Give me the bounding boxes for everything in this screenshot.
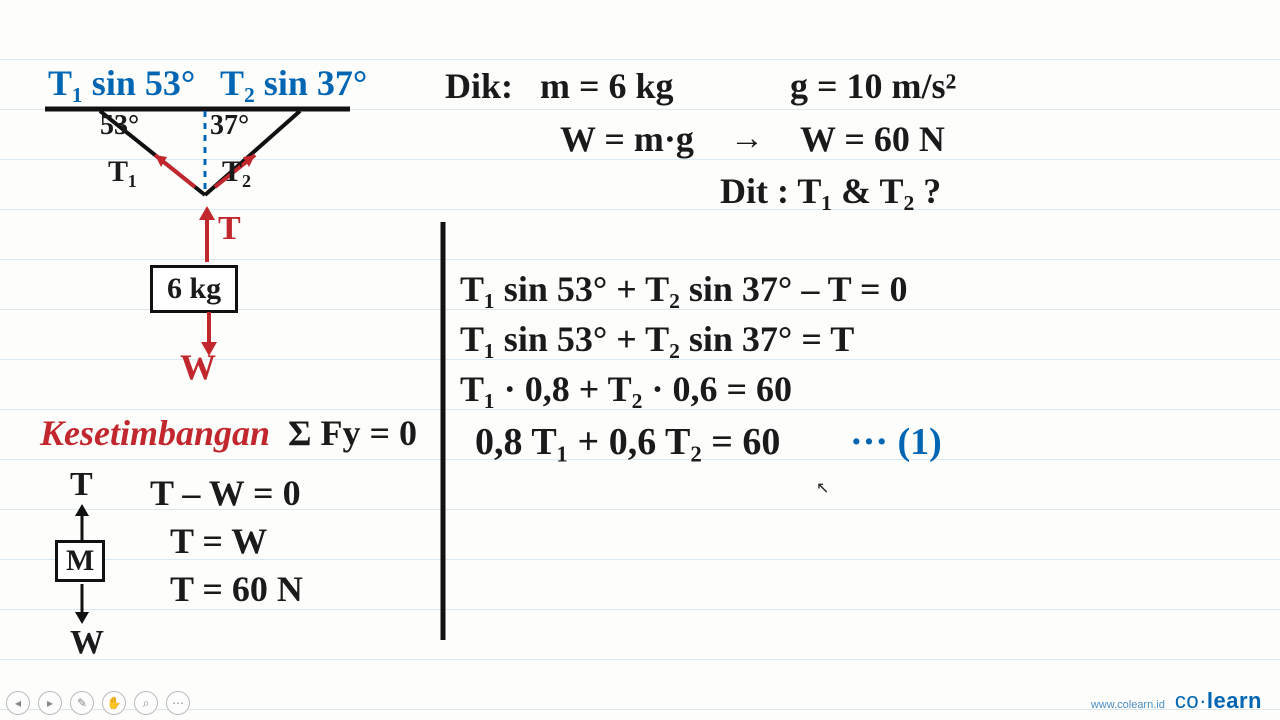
footer-logo-a: co·: [1175, 688, 1207, 713]
angle-53: 53°: [100, 110, 139, 142]
fbd-t: T: [70, 466, 93, 504]
w-formula: W = m·g: [560, 118, 694, 160]
edit-button[interactable]: ✎: [70, 691, 94, 715]
prev-button[interactable]: ◂: [6, 691, 30, 715]
angle-37: 37°: [210, 110, 249, 142]
dik-label: Dik:: [445, 65, 513, 107]
footer-logo: co·learn: [1175, 688, 1262, 714]
eq-line-1: T₁ sin 53° + T₂ sin 37° – T = 0: [460, 268, 908, 310]
dit-label: Dit : T₁ & T₂ ?: [720, 170, 941, 212]
footer-logo-b: learn: [1207, 688, 1262, 713]
tw-eq2: T = W: [170, 520, 267, 562]
sigma-fy: Σ Fy = 0: [288, 412, 417, 454]
eq-line-4: 0,8 T₁ + 0,6 T₂ = 60: [475, 420, 780, 464]
fbd-mass-box: M: [55, 540, 105, 582]
mouse-cursor-icon: ↖: [816, 478, 829, 498]
kesetimbangan-title: Kesetimbangan: [40, 412, 270, 454]
dik-mass: m = 6 kg: [540, 65, 674, 107]
more-button[interactable]: ⋯: [166, 691, 190, 715]
play-button[interactable]: ▸: [38, 691, 62, 715]
hand-button[interactable]: ✋: [102, 691, 126, 715]
footer-url: www.colearn.id: [1091, 699, 1165, 711]
w-label: W: [180, 346, 216, 388]
w-value: W = 60 N: [800, 118, 945, 160]
tension-t1: T₁: [108, 155, 137, 189]
arrow-icon: →: [730, 120, 764, 158]
eq-line-3: T₁ · 0,8 + T₂ · 0,6 = 60: [460, 368, 792, 410]
t1-sin-label: T₁ sin 53°: [48, 62, 195, 104]
player-toolbar: ◂ ▸ ✎ ✋ ⌕ ⋯: [0, 686, 190, 720]
t-label: T: [218, 210, 241, 248]
footer-brand: www.colearn.id co·learn: [1091, 688, 1262, 714]
eq-line-4-tag: ··· (1): [850, 420, 942, 464]
tw-eq3: T = 60 N: [170, 568, 303, 610]
tw-eq1: T – W = 0: [150, 472, 301, 514]
divider-line: [438, 222, 448, 640]
t2-sin-label: T₂ sin 37°: [220, 62, 367, 104]
mass-box: 6 kg: [150, 265, 238, 313]
fbd-w: W: [70, 624, 104, 662]
eq-line-2: T₁ sin 53° + T₂ sin 37° = T: [460, 318, 854, 360]
fbd-down-arrow: [72, 584, 92, 626]
dik-g: g = 10 m/s²: [790, 65, 956, 107]
fbd-up-arrow: [72, 502, 92, 544]
zoom-button[interactable]: ⌕: [134, 691, 158, 715]
tension-t2: T₂: [222, 155, 251, 189]
